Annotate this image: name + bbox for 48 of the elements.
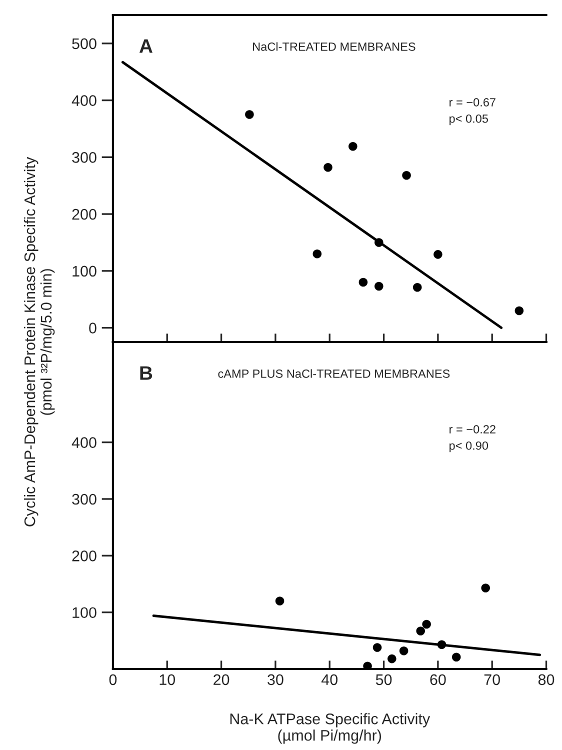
annotation: B	[140, 366, 152, 380]
point	[434, 250, 442, 259]
x-tick-label: 20	[214, 674, 230, 686]
point	[481, 584, 490, 592]
annotation: p< 0.05	[450, 114, 488, 126]
x-tick-label: 10	[160, 674, 176, 686]
point	[358, 278, 368, 287]
y-tick-label: 400	[72, 95, 96, 106]
point	[312, 249, 322, 258]
annotation: p< 0.90	[450, 441, 488, 452]
y-tick-label: 200	[72, 550, 96, 562]
x-tick-label: 40	[321, 674, 338, 686]
point	[514, 306, 524, 316]
x-tick-label: 60	[430, 674, 446, 686]
x-tick-label: 0	[109, 674, 117, 686]
annotation: r = −0.22	[450, 425, 496, 434]
point	[412, 283, 422, 292]
y-tick-label: 300	[72, 152, 96, 163]
x-tick-label: 80	[538, 674, 554, 686]
y-axis-title: Cyclic AmP-Dependent Protein Kinase Specific Activity (pmol ³²P/mg/5.0 min)	[24, 156, 55, 526]
point	[452, 652, 461, 662]
x-axis-title: Na-K ATPase Specific Activity (µmol Pi/mg/hr)	[230, 713, 430, 744]
x-tick-label: 70	[484, 674, 500, 686]
text: NaCl-TREATED MEMBRANES	[253, 42, 416, 51]
point	[374, 282, 384, 291]
point	[416, 626, 425, 636]
point	[363, 662, 372, 669]
point	[422, 620, 431, 629]
annotation: r = −0.67	[450, 98, 496, 106]
y-tick-label: 300	[72, 494, 96, 505]
point	[388, 654, 396, 664]
x-tick-label: 50	[376, 674, 392, 686]
point	[275, 596, 284, 606]
point	[324, 163, 332, 172]
y-tick-label: 0	[89, 322, 96, 334]
annotation: A	[139, 39, 152, 53]
point	[402, 170, 411, 180]
y-tick-label: 400	[72, 437, 96, 448]
point	[399, 646, 408, 656]
y-tick-label: 100	[72, 266, 96, 277]
x-tick-label: 30	[268, 674, 284, 686]
point	[245, 110, 254, 119]
point	[348, 142, 358, 151]
text: cAMP PLUS NaCl-TREATED MEMBRANES	[218, 369, 450, 378]
y-tick-label: 200	[72, 208, 96, 220]
y-tick-label: 100	[72, 607, 96, 618]
y-tick-label: 500	[72, 38, 96, 50]
point	[372, 643, 382, 652]
